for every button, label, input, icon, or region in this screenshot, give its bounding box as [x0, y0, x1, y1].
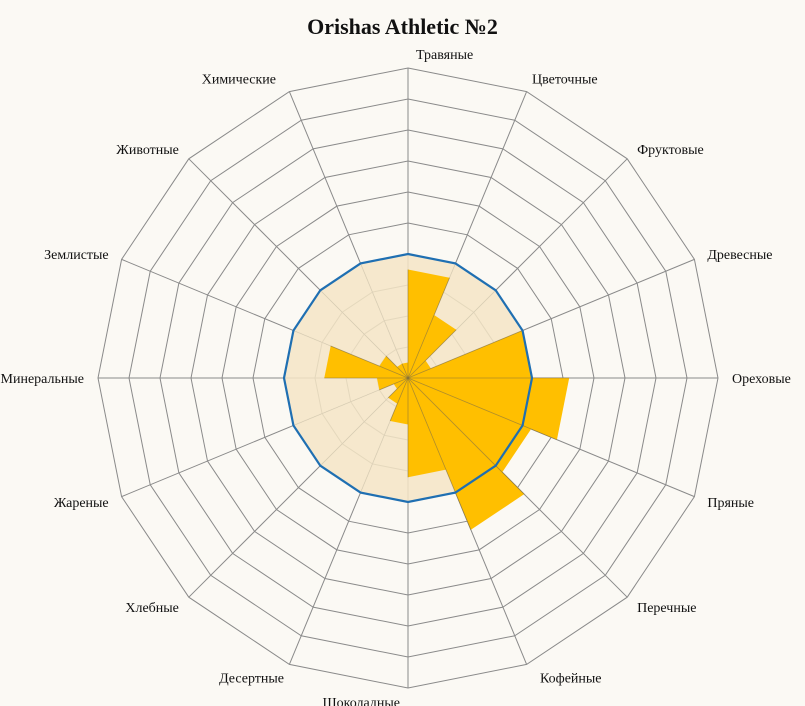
bar-divider [407, 329, 457, 379]
labels-layer: Травяные Цветочные Фруктовые Древесные Орехо… [1, 48, 791, 706]
value-bar [388, 378, 408, 404]
background-wedge [293, 290, 408, 378]
value-bar [408, 314, 457, 378]
bar-divider [407, 377, 558, 441]
value-bar [408, 269, 450, 378]
bar-divider [407, 330, 523, 379]
background-wedge [320, 378, 408, 493]
value-bar [408, 330, 532, 378]
value-bar [379, 356, 408, 378]
axis-label: Жареные [54, 496, 109, 511]
axis-label: Минеральные [1, 372, 84, 387]
bar-divider [379, 377, 409, 391]
background-wedge [293, 378, 408, 466]
value-bar [393, 378, 408, 389]
background-wedge [408, 290, 523, 378]
value-bar [408, 378, 525, 530]
bar-divider [401, 363, 409, 379]
value-bar [397, 363, 408, 378]
axis-label: Химические [202, 73, 276, 88]
bar-divider [385, 355, 409, 379]
axis-label: Перечные [637, 601, 696, 616]
axis-label: Шоколадные [323, 696, 400, 706]
background-wedge [320, 263, 408, 378]
bar-divider [407, 277, 450, 379]
outline-line [282, 252, 534, 504]
axis-label: Цветочные [532, 73, 598, 88]
value-bar [408, 360, 431, 378]
axis-label: Фруктовые [637, 143, 704, 158]
axis-label: Пряные [707, 496, 754, 511]
bars-layer [324, 269, 570, 530]
axis-label: Ореховые [732, 372, 791, 387]
bar-divider [407, 377, 472, 530]
outline-layer [282, 252, 534, 504]
background-wedge [360, 254, 408, 378]
background-wedge [284, 378, 408, 426]
value-bar [408, 378, 532, 473]
bar-divider [387, 377, 409, 399]
bar-divider [407, 377, 525, 495]
value-bar [324, 345, 408, 378]
bar-divider [330, 345, 409, 379]
axis-label: Древесные [707, 248, 772, 263]
axis-label: Животные [116, 143, 179, 158]
axis-label: Кофейные [540, 671, 602, 686]
value-bar [408, 378, 446, 478]
axis-label: Землистые [44, 248, 109, 263]
axis-label: Травяные [416, 48, 473, 63]
axis-label: Десертные [219, 671, 284, 686]
chart-title: Orishas Athletic №2 [307, 14, 498, 39]
axis-label: Хлебные [125, 601, 179, 616]
bar-divider [389, 377, 409, 422]
